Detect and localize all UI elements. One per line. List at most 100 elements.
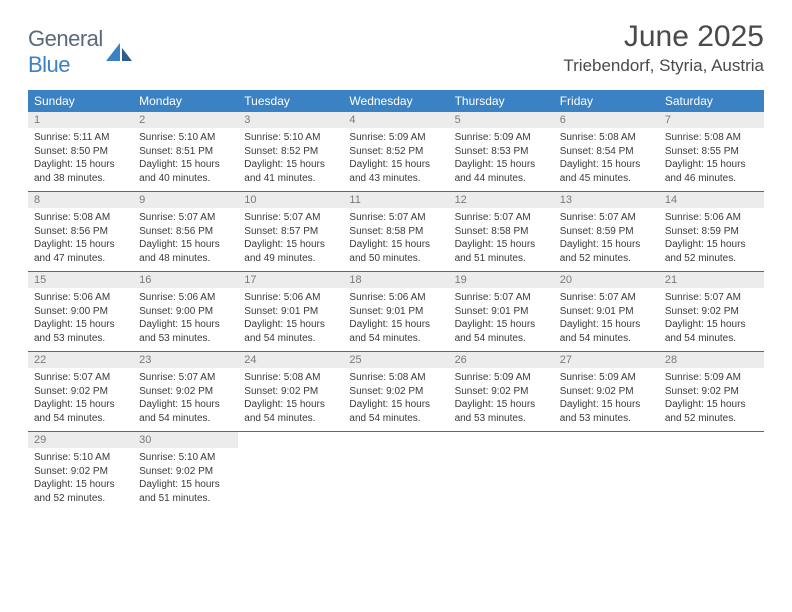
calendar-cell: 17Sunrise: 5:06 AMSunset: 9:01 PMDayligh… <box>238 272 343 351</box>
calendar-row: 8Sunrise: 5:08 AMSunset: 8:56 PMDaylight… <box>28 192 764 272</box>
cell-content: Sunrise: 5:07 AMSunset: 8:58 PMDaylight:… <box>343 208 448 271</box>
sunset-text: Sunset: 8:56 PM <box>139 225 232 239</box>
sunrise-text: Sunrise: 5:07 AM <box>560 211 653 225</box>
sunset-text: Sunset: 9:02 PM <box>244 385 337 399</box>
daylight-text: Daylight: 15 hours and 53 minutes. <box>560 398 653 425</box>
calendar-cell: 1Sunrise: 5:11 AMSunset: 8:50 PMDaylight… <box>28 112 133 191</box>
sunset-text: Sunset: 9:00 PM <box>34 305 127 319</box>
sunrise-text: Sunrise: 5:08 AM <box>349 371 442 385</box>
day-header: Saturday <box>659 90 764 112</box>
sunset-text: Sunset: 9:02 PM <box>349 385 442 399</box>
daylight-text: Daylight: 15 hours and 43 minutes. <box>349 158 442 185</box>
cell-content: Sunrise: 5:08 AMSunset: 9:02 PMDaylight:… <box>238 368 343 431</box>
sunrise-text: Sunrise: 5:07 AM <box>139 211 232 225</box>
cell-content: Sunrise: 5:07 AMSunset: 8:58 PMDaylight:… <box>449 208 554 271</box>
daylight-text: Daylight: 15 hours and 40 minutes. <box>139 158 232 185</box>
calendar-cell: 2Sunrise: 5:10 AMSunset: 8:51 PMDaylight… <box>133 112 238 191</box>
cell-date: 23 <box>133 352 238 368</box>
sunrise-text: Sunrise: 5:07 AM <box>244 211 337 225</box>
cell-content: Sunrise: 5:09 AMSunset: 9:02 PMDaylight:… <box>449 368 554 431</box>
cell-date: 12 <box>449 192 554 208</box>
daylight-text: Daylight: 15 hours and 53 minutes. <box>455 398 548 425</box>
daylight-text: Daylight: 15 hours and 45 minutes. <box>560 158 653 185</box>
cell-date: 28 <box>659 352 764 368</box>
sunset-text: Sunset: 9:02 PM <box>34 465 127 479</box>
sunset-text: Sunset: 9:02 PM <box>139 385 232 399</box>
cell-date: 14 <box>659 192 764 208</box>
calendar-row: 1Sunrise: 5:11 AMSunset: 8:50 PMDaylight… <box>28 112 764 192</box>
cell-content: Sunrise: 5:07 AMSunset: 9:01 PMDaylight:… <box>449 288 554 351</box>
cell-content: Sunrise: 5:10 AMSunset: 8:51 PMDaylight:… <box>133 128 238 191</box>
daylight-text: Daylight: 15 hours and 44 minutes. <box>455 158 548 185</box>
daylight-text: Daylight: 15 hours and 54 minutes. <box>665 318 758 345</box>
location: Triebendorf, Styria, Austria <box>563 56 764 76</box>
sunset-text: Sunset: 8:54 PM <box>560 145 653 159</box>
cell-date: 6 <box>554 112 659 128</box>
cell-content: Sunrise: 5:08 AMSunset: 8:55 PMDaylight:… <box>659 128 764 191</box>
title-block: June 2025 Triebendorf, Styria, Austria <box>563 20 764 76</box>
cell-date: 30 <box>133 432 238 448</box>
sunrise-text: Sunrise: 5:06 AM <box>244 291 337 305</box>
daylight-text: Daylight: 15 hours and 54 minutes. <box>560 318 653 345</box>
sunrise-text: Sunrise: 5:06 AM <box>139 291 232 305</box>
calendar-page: General Blue June 2025 Triebendorf, Styr… <box>0 0 792 531</box>
cell-content: Sunrise: 5:08 AMSunset: 8:54 PMDaylight:… <box>554 128 659 191</box>
calendar-cell: 30 Sunrise: 5:10 AMSunset: 9:02 PMDayligh… <box>133 432 238 511</box>
daylight-text: Daylight: 15 hours and 46 minutes. <box>665 158 758 185</box>
cell-content: Sunrise: 5:10 AMSunset: 9:02 PMDaylight:… <box>28 448 133 511</box>
cell-content: Sunrise: 5:07 AMSunset: 9:02 PMDaylight:… <box>133 368 238 431</box>
daylight-text: Daylight: 15 hours and 54 minutes. <box>244 398 337 425</box>
calendar-cell: 22Sunrise: 5:07 AMSunset: 9:02 PMDayligh… <box>28 352 133 431</box>
logo: General Blue <box>28 20 132 78</box>
daylight-text: Daylight: 15 hours and 49 minutes. <box>244 238 337 265</box>
calendar-cell: 19Sunrise: 5:07 AMSunset: 9:01 PMDayligh… <box>449 272 554 351</box>
cell-content: Sunrise: 5:07 AMSunset: 9:02 PMDaylight:… <box>659 288 764 351</box>
cell-content: Sunrise: 5:09 AMSunset: 9:02 PMDaylight:… <box>554 368 659 431</box>
sunrise-text: Sunrise: 5:08 AM <box>665 131 758 145</box>
calendar-cell: 6Sunrise: 5:08 AMSunset: 8:54 PMDaylight… <box>554 112 659 191</box>
daylight-text: Daylight: 15 hours and 50 minutes. <box>349 238 442 265</box>
logo-text-blue: Blue <box>28 52 70 77</box>
logo-text-general: General <box>28 26 103 51</box>
calendar-cell <box>238 432 343 511</box>
sunrise-text: Sunrise: 5:10 AM <box>139 451 232 465</box>
sunset-text: Sunset: 8:53 PM <box>455 145 548 159</box>
calendar-cell: 27Sunrise: 5:09 AMSunset: 9:02 PMDayligh… <box>554 352 659 431</box>
sunrise-text: Sunrise: 5:10 AM <box>139 131 232 145</box>
sunset-text: Sunset: 9:02 PM <box>560 385 653 399</box>
calendar-cell: 26Sunrise: 5:09 AMSunset: 9:02 PMDayligh… <box>449 352 554 431</box>
daylight-text: Daylight: 15 hours and 53 minutes. <box>139 318 232 345</box>
calendar-cell <box>554 432 659 511</box>
daylight-text: Daylight: 15 hours and 53 minutes. <box>34 318 127 345</box>
sunset-text: Sunset: 9:02 PM <box>139 465 232 479</box>
sunrise-text: Sunrise: 5:07 AM <box>455 291 548 305</box>
header: General Blue June 2025 Triebendorf, Styr… <box>28 20 764 78</box>
sail-icon <box>106 43 132 61</box>
calendar-cell <box>343 432 448 511</box>
sunset-text: Sunset: 8:52 PM <box>244 145 337 159</box>
sunrise-text: Sunrise: 5:09 AM <box>455 131 548 145</box>
daylight-text: Daylight: 15 hours and 47 minutes. <box>34 238 127 265</box>
sunrise-text: Sunrise: 5:06 AM <box>349 291 442 305</box>
calendar-cell <box>659 432 764 511</box>
sunset-text: Sunset: 8:50 PM <box>34 145 127 159</box>
daylight-text: Daylight: 15 hours and 52 minutes. <box>34 478 127 505</box>
calendar-cell: 15Sunrise: 5:06 AMSunset: 9:00 PMDayligh… <box>28 272 133 351</box>
daylight-text: Daylight: 15 hours and 51 minutes. <box>139 478 232 505</box>
daylight-text: Daylight: 15 hours and 51 minutes. <box>455 238 548 265</box>
cell-date: 20 <box>554 272 659 288</box>
sunrise-text: Sunrise: 5:07 AM <box>560 291 653 305</box>
cell-date: 22 <box>28 352 133 368</box>
sunset-text: Sunset: 8:52 PM <box>349 145 442 159</box>
cell-content: Sunrise: 5:07 AMSunset: 9:01 PMDaylight:… <box>554 288 659 351</box>
calendar-cell: 7Sunrise: 5:08 AMSunset: 8:55 PMDaylight… <box>659 112 764 191</box>
cell-content: Sunrise: 5:09 AMSunset: 8:52 PMDaylight:… <box>343 128 448 191</box>
sunset-text: Sunset: 9:01 PM <box>560 305 653 319</box>
sunrise-text: Sunrise: 5:09 AM <box>455 371 548 385</box>
calendar-cell: 9Sunrise: 5:07 AMSunset: 8:56 PMDaylight… <box>133 192 238 271</box>
sunset-text: Sunset: 9:01 PM <box>244 305 337 319</box>
sunset-text: Sunset: 9:02 PM <box>665 305 758 319</box>
cell-date: 25 <box>343 352 448 368</box>
daylight-text: Daylight: 15 hours and 54 minutes. <box>244 318 337 345</box>
day-header: Wednesday <box>343 90 448 112</box>
